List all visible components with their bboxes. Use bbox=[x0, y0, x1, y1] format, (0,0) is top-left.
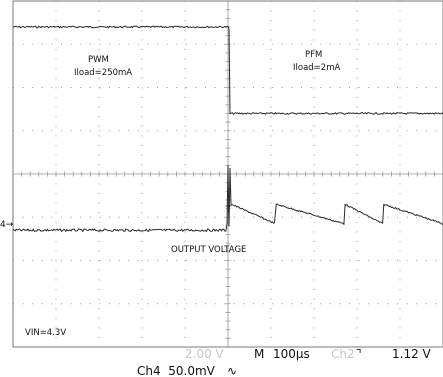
ch4-ground-marker: 4→ bbox=[0, 220, 14, 230]
timebase-value: 100µs bbox=[273, 347, 310, 361]
output-voltage-label: OUTPUT VOLTAGE bbox=[171, 245, 246, 255]
trigger-level: 1.12 V bbox=[392, 347, 432, 361]
vin-label: VIN=4.3V bbox=[25, 328, 66, 338]
ch2-scale: 2.00 V bbox=[185, 347, 225, 361]
timebase-label: M bbox=[254, 347, 264, 361]
traces bbox=[12, 25, 443, 233]
plot-frame bbox=[12, 0, 443, 348]
trigger-position-marker: T bbox=[225, 205, 232, 215]
ch2-trace bbox=[12, 25, 443, 115]
ac-coupling-icon: ∿ bbox=[227, 364, 237, 377]
pfm-load-label: Iload=2mA bbox=[293, 63, 340, 73]
pfm-mode-label: PFM bbox=[305, 50, 322, 60]
trigger-source: Ch2 bbox=[331, 347, 355, 361]
pwm-mode-label: PWM bbox=[88, 55, 109, 65]
status-bar: 2.00 V M 100µs Ch2 ⌝ 1.12 V Ch4 50.0mV ∿ bbox=[137, 347, 432, 377]
pwm-load-label: Iload=250mA bbox=[74, 68, 132, 78]
ch4-scale: Ch4 50.0mV bbox=[137, 364, 216, 377]
ch4-trace bbox=[12, 165, 443, 233]
falling-edge-icon: ⌝ bbox=[356, 347, 362, 361]
